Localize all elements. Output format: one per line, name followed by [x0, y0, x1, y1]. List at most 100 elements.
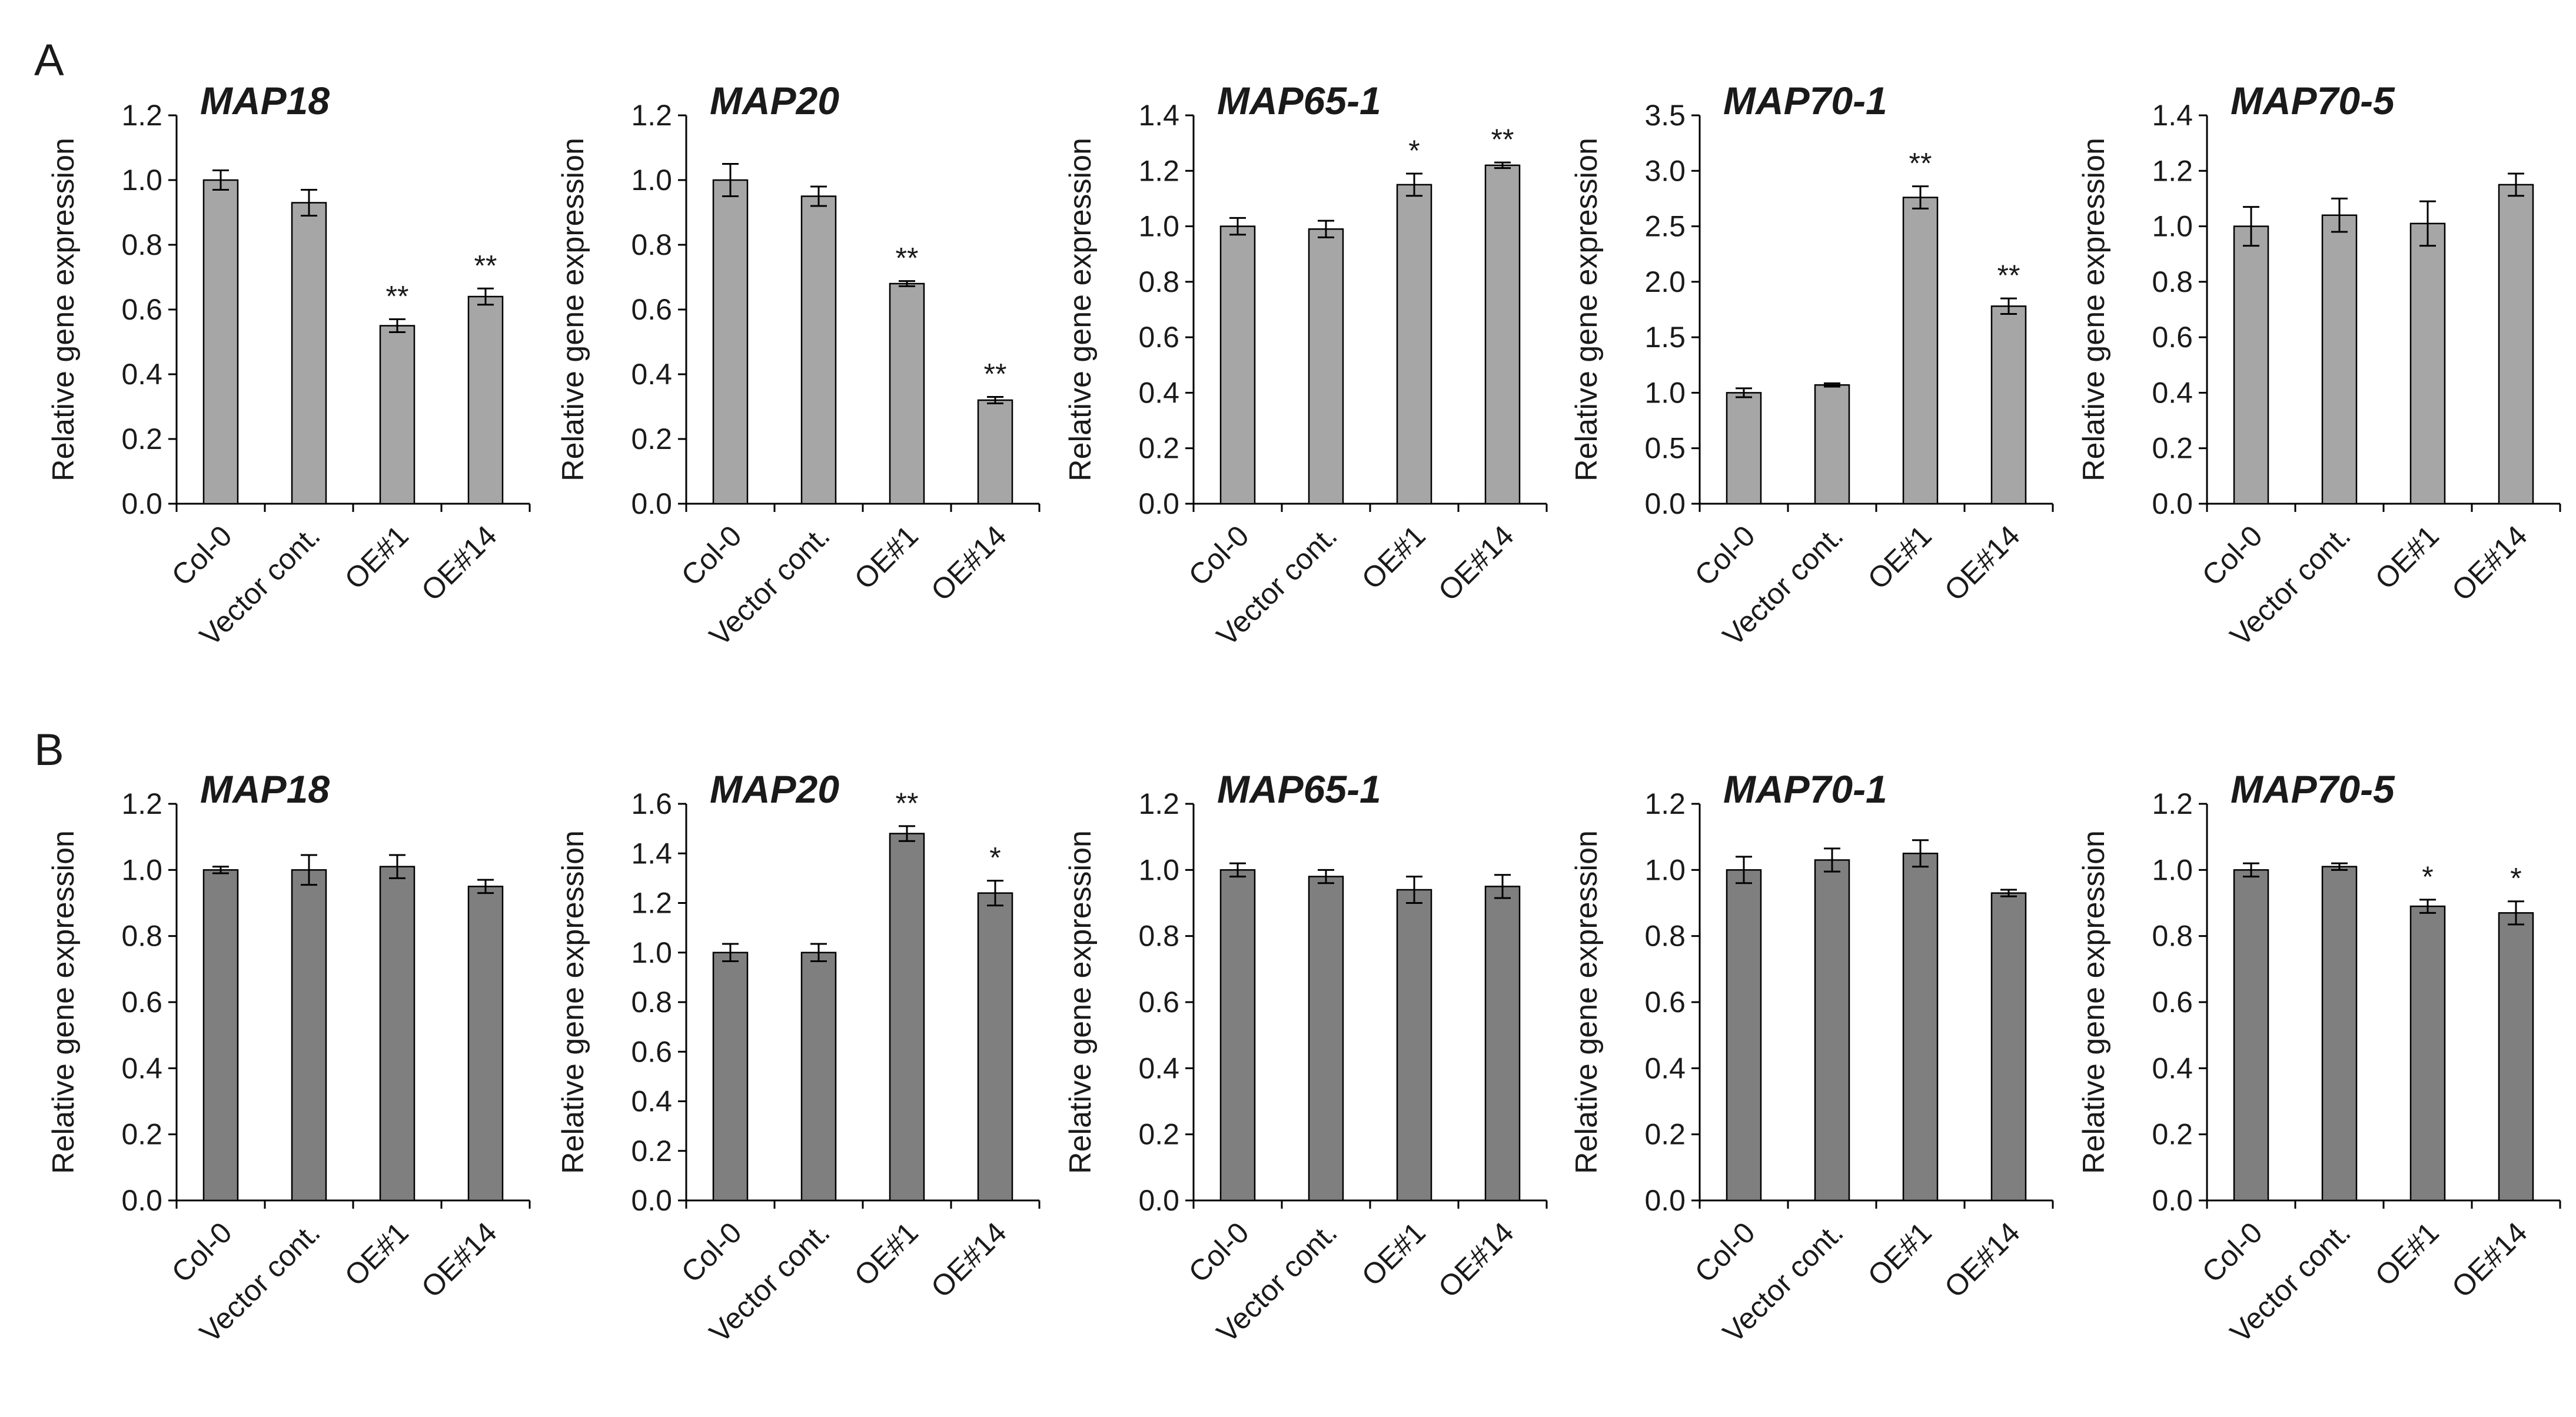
chart-a-5-ytick-label: 0.0: [2152, 487, 2193, 520]
chart-b-2-ytick-label: 1.6: [631, 787, 672, 820]
chart-b-3-ytick-label: 0.8: [1138, 920, 1179, 953]
chart-b-2-ytick-label: 1.2: [631, 887, 672, 920]
chart-b-5-category-label: OE#14: [2445, 1216, 2534, 1304]
chart-b-4-category-label: OE#14: [1938, 1216, 2026, 1304]
chart-a-2-ytick-label: 0.2: [631, 423, 672, 455]
chart-b-1-ytick-label: 0.0: [121, 1184, 162, 1217]
chart-a-1-category-label: Col-0: [165, 519, 238, 592]
chart-b-1-ytick-label: 0.2: [121, 1118, 162, 1151]
chart-b-2-ytick-label: 0.0: [631, 1184, 672, 1217]
chart-a-3-title: MAP65-1: [1217, 79, 1381, 122]
chart-a-1-ytick-label: 1.0: [121, 164, 162, 197]
chart-b-5-bar: [2233, 869, 2269, 1202]
panel-letter-a: A: [34, 35, 64, 85]
chart-a-4: MAP70-1 Relative gene expression 0.0 0.5 1.0…: [1570, 79, 2054, 652]
chart-a-5-ytick-label: 1.0: [2152, 210, 2193, 243]
chart-a-2-bar: [800, 195, 837, 505]
chart-a-2-title: MAP20: [710, 79, 839, 122]
chart-a-3-category-label: OE#1: [1355, 519, 1432, 596]
chart-a-5-bar: [2321, 214, 2358, 505]
chart-b-4-bar: [1902, 853, 1939, 1202]
chart-b-2-ytick-label: 0.4: [631, 1085, 672, 1118]
chart-a-1-ytick-label: 1.2: [121, 99, 162, 132]
chart-b-5-ytick-label: 0.4: [2152, 1052, 2193, 1085]
chart-a-5-ytick-label: 0.2: [2152, 432, 2193, 465]
chart-b-2-category-label: OE#1: [848, 1216, 925, 1292]
chart-b-2-ytick-label: 1.4: [631, 837, 672, 870]
chart-b-2-bar: [977, 892, 1013, 1202]
chart-a-3-significance: *: [1408, 134, 1420, 167]
chart-b-2-bar: [712, 952, 749, 1202]
chart-a-4-significance: **: [1997, 259, 2020, 292]
chart-b-3-ylabel: Relative gene expression: [1063, 830, 1098, 1174]
chart-a-3-bar: [1396, 184, 1432, 505]
chart-a-2-significance: **: [896, 242, 919, 275]
chart-a-3-significance: **: [1491, 123, 1514, 156]
chart-a-4-bar: [1990, 305, 2027, 505]
chart-b-5-bar: [2498, 912, 2534, 1202]
chart-b-1-ylabel: Relative gene expression: [46, 830, 81, 1174]
chart-a-4-ytick-label: 1.0: [1644, 376, 1686, 409]
chart-b-4-ytick-label: 0.0: [1644, 1184, 1686, 1217]
chart-b-2-ytick-label: 1.0: [631, 936, 672, 969]
chart-b-3-bar: [1484, 886, 1521, 1202]
chart-b-2-ytick-label: 0.2: [631, 1135, 672, 1167]
chart-a-1-ytick-label: 0.0: [121, 487, 162, 520]
chart-b-1-title: MAP18: [200, 767, 330, 811]
chart-a-2-ytick-label: 1.2: [631, 99, 672, 132]
chart-b-4-ylabel: Relative gene expression: [1570, 830, 1604, 1174]
chart-a-2-category-label: OE#14: [925, 519, 1013, 607]
chart-b-3-title: MAP65-1: [1217, 767, 1381, 811]
chart-b-3-category-label: OE#14: [1432, 1216, 1520, 1304]
chart-a-3-ytick-label: 0.6: [1138, 321, 1179, 354]
chart-b-3: MAP65-1 Relative gene expression 0.0 0.2 0.4…: [1063, 767, 1548, 1349]
chart-a-2-ytick-label: 0.4: [631, 358, 672, 391]
chart-a-5-ytick-label: 1.4: [2152, 99, 2193, 132]
chart-b-5-ytick-label: 0.0: [2152, 1184, 2193, 1217]
chart-a-5-bar: [2498, 184, 2534, 505]
chart-a-2-ytick-label: 1.0: [631, 164, 672, 197]
chart-b-2-ytick-label: 0.6: [631, 1035, 672, 1068]
chart-a-5-ylabel: Relative gene expression: [2077, 138, 2111, 481]
chart-a-2-bar: [889, 282, 925, 505]
chart-b-5-bar: [2409, 905, 2446, 1202]
chart-a-3-ylabel: Relative gene expression: [1063, 138, 1098, 481]
chart-b-3-category-label: Col-0: [1182, 1216, 1255, 1289]
chart-b-5-ylabel: Relative gene expression: [2077, 830, 2111, 1174]
chart-b-1-bar: [202, 869, 239, 1202]
chart-a-4-bar: [1902, 197, 1939, 505]
chart-a-4-ytick-label: 3.5: [1644, 99, 1686, 132]
chart-b-3-bar: [1308, 876, 1344, 1202]
chart-b-2-category-label: Col-0: [675, 1216, 748, 1289]
chart-a-5-category-label: OE#14: [2445, 519, 2534, 607]
chart-b-1-ytick-label: 1.2: [121, 787, 162, 820]
chart-a-1-bar: [467, 295, 504, 505]
chart-a-3-ytick-label: 1.2: [1138, 154, 1179, 187]
chart-b-4-bar: [1726, 869, 1762, 1202]
chart-b-1-ytick-label: 0.6: [121, 986, 162, 1019]
chart-a-1-significance: **: [474, 249, 497, 282]
chart-b-1-category-label: OE#1: [338, 1216, 415, 1292]
chart-a-4-ytick-label: 3.0: [1644, 154, 1686, 187]
chart-b-3-ytick-label: 1.0: [1138, 853, 1179, 886]
chart-a-5-category-label: Col-0: [2196, 519, 2269, 592]
chart-b-1-bar: [467, 886, 504, 1202]
chart-b-4-ytick-label: 0.2: [1644, 1118, 1686, 1151]
chart-a-5-ytick-label: 0.8: [2152, 265, 2193, 298]
chart-a-3-ytick-label: 0.8: [1138, 265, 1179, 298]
chart-a-4-title: MAP70-1: [1723, 79, 1887, 122]
chart-a-3-category-label: Col-0: [1182, 519, 1255, 592]
chart-a-2-category-label: Col-0: [675, 519, 748, 592]
chart-a-4-category-label: OE#14: [1938, 519, 2026, 607]
panel-letter-b: B: [34, 725, 64, 775]
chart-b-1: MAP18 Relative gene expression 0.0 0.2 0.4 0.…: [46, 767, 531, 1349]
chart-a-5: MAP70-5 Relative gene expression 0.0 0.2 0.4…: [2077, 79, 2561, 652]
chart-b-4-bar: [1990, 892, 2027, 1202]
chart-a-4-significance: **: [1909, 147, 1932, 180]
chart-a-2: MAP20 Relative gene expression 0.0 0.2 0.4 0.…: [556, 79, 1041, 652]
chart-b-3-category-label: OE#1: [1355, 1216, 1432, 1292]
chart-a-5-title: MAP70-5: [2231, 79, 2395, 122]
chart-a-5-category-label: OE#1: [2369, 519, 2445, 596]
chart-b-5-ytick-label: 0.2: [2152, 1118, 2193, 1151]
chart-a-3-bar: [1484, 164, 1521, 505]
